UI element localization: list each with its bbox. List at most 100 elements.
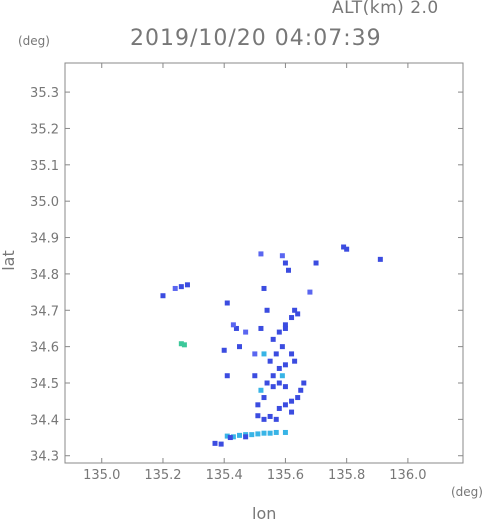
echo-point [289,398,295,404]
echo-point [255,431,261,437]
chart-title: 2019/10/20 04:07:39 [130,26,382,51]
echo-point [255,413,261,419]
echo-point [273,351,279,357]
echo-point [172,285,178,291]
echo-point [270,384,276,390]
echo-point [276,405,282,411]
echo-point [267,430,273,436]
echo-point [282,384,288,390]
echo-point [279,344,285,350]
echo-point [258,251,264,257]
x-tick-label: 135.2 [144,468,181,483]
echo-point [289,409,295,415]
echo-point [273,416,279,422]
echo-point [276,380,282,386]
echo-point [264,307,270,313]
echo-point [307,289,313,295]
echo-point [289,351,295,357]
echo-point [282,325,288,331]
plot-frame [64,62,464,464]
echo-point [258,325,264,331]
y-unit-label: (deg) [18,34,50,48]
echo-point [261,416,267,422]
x-tick-label: 135.0 [83,468,120,483]
echo-point [298,387,304,393]
y-ticks: 34.3 34.4 34.5 34.6 34.7 34.8 34.9 35.0 35.1 35.2… [30,86,463,465]
y-tick-label: 34.5 [30,377,59,392]
x-axis-label: lon [252,504,277,523]
x-tick-label: 135.8 [328,468,365,483]
y-tick-label: 34.8 [30,268,59,283]
echo-point [160,293,166,299]
x-tick-label: 135.6 [267,468,304,483]
y-tick-label: 35.0 [30,195,59,210]
x-ticks: 135.0 135.2 135.4 135.6 135.8 136.0 [83,63,427,483]
echo-point [295,395,301,401]
y-tick-label: 35.1 [30,159,59,174]
x-tick-label: 135.4 [206,468,243,483]
echo-point [289,315,295,321]
echo-point [261,351,267,357]
echo-point [276,329,282,335]
echo-point [264,380,270,386]
echo-point [178,284,184,290]
echo-point [261,430,267,436]
echo-point [282,362,288,368]
echo-point [212,440,218,446]
echo-point [341,244,347,250]
echo-point [181,342,187,348]
echo-point [295,311,301,317]
echo-point [267,413,273,419]
y-tick-label: 34.9 [30,232,59,247]
echo-point [261,395,267,401]
echo-point [377,256,383,262]
x-tick-label: 136.0 [389,468,426,483]
echo-points [160,244,383,447]
echo-point [184,282,190,288]
echo-point [292,307,298,313]
echo-point [282,402,288,408]
echo-point [224,300,230,306]
echo-point [218,441,224,447]
y-tick-label: 35.3 [30,86,59,101]
y-tick-label: 34.3 [30,450,59,465]
echo-point [237,432,243,438]
echo-point [252,351,258,357]
echo-point [282,260,288,266]
echo-point [261,285,267,291]
echo-point [282,322,288,328]
echo-point [270,336,276,342]
echo-point [243,434,249,440]
echo-point [282,429,288,435]
altitude-label: ALT(km) 2.0 [332,0,439,18]
y-tick-label: 35.2 [30,122,59,137]
echo-point [279,373,285,379]
echo-point [224,373,230,379]
echo-point [267,358,273,364]
echo-point [273,429,279,435]
echo-point [313,260,319,266]
echo-point [270,373,276,379]
echo-point [255,402,261,408]
y-tick-label: 34.7 [30,304,59,319]
echo-point [230,322,236,328]
echo-point [279,253,285,259]
echo-point [233,325,239,331]
echo-point [230,434,236,440]
y-tick-label: 34.6 [30,341,59,356]
echo-point [243,329,249,335]
y-tick-label: 34.4 [30,413,59,428]
echo-point [227,435,233,441]
echo-point [249,432,255,438]
echo-point [285,267,291,273]
echo-point [301,380,307,386]
echo-point [237,344,243,350]
echo-point [224,433,230,439]
echo-point [258,387,264,393]
echo-point [252,373,258,379]
echo-point [276,365,282,371]
echo-point [221,347,227,353]
echo-point [178,341,184,347]
x-unit-label: (deg) [451,485,483,499]
